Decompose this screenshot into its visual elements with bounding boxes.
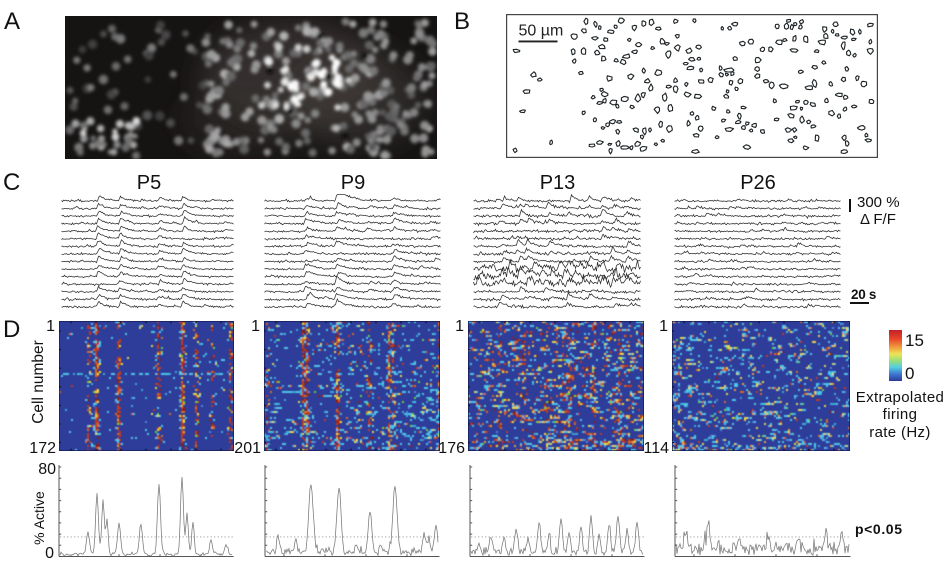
svg-text:50 µm: 50 µm: [519, 23, 564, 40]
